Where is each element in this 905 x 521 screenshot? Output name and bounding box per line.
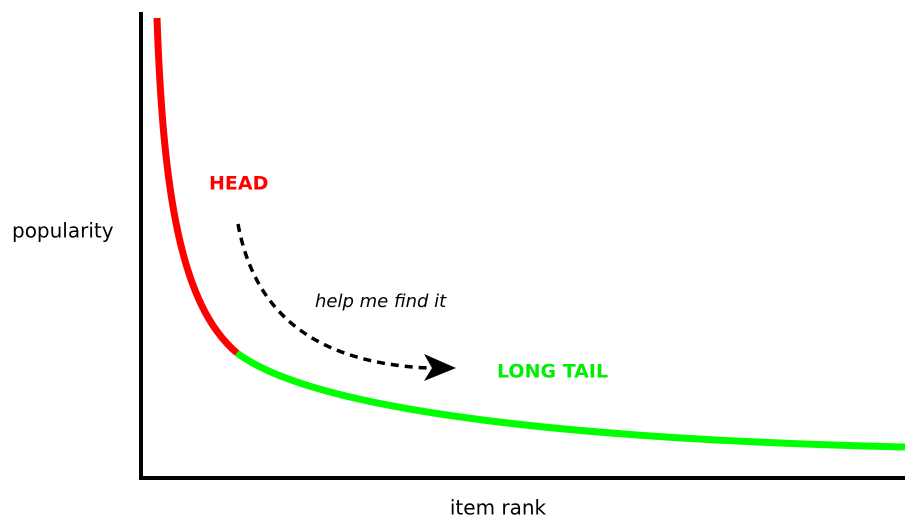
dashed-arrow bbox=[236, 223, 429, 370]
tail-curve bbox=[234, 350, 905, 451]
head-curve bbox=[153, 17, 240, 356]
arrow-label: help me find it bbox=[315, 291, 447, 312]
y-axis-label: popularity bbox=[12, 219, 114, 243]
arrow-head bbox=[424, 354, 456, 381]
tail-label: LONG TAIL bbox=[497, 361, 608, 383]
x-axis-label: item rank bbox=[450, 496, 547, 520]
head-label: HEAD bbox=[209, 173, 268, 195]
